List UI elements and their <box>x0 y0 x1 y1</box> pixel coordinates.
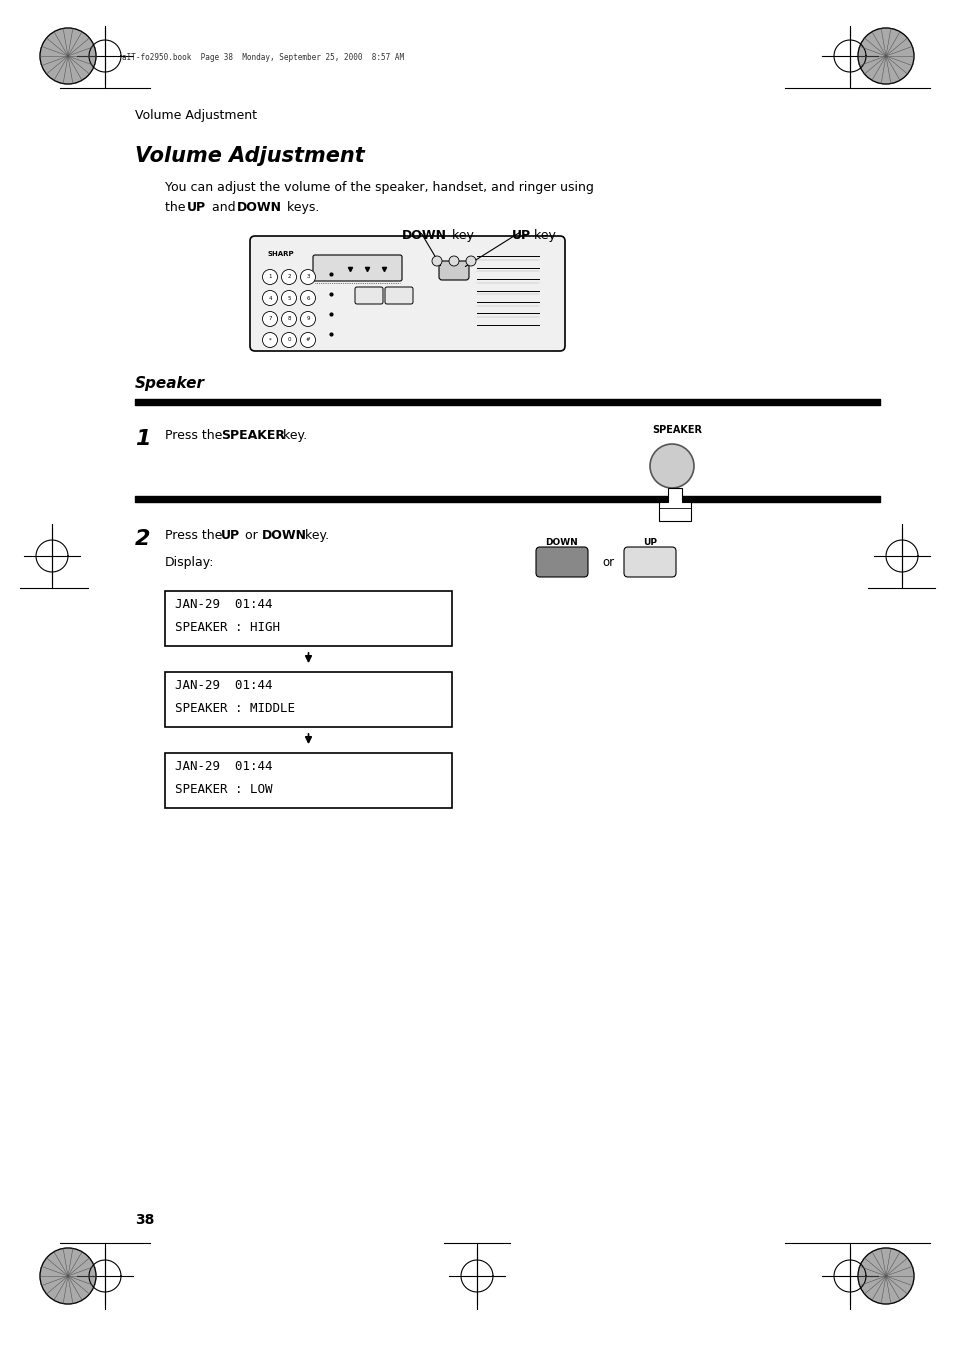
Circle shape <box>281 269 296 285</box>
FancyBboxPatch shape <box>165 671 452 727</box>
Text: #: # <box>305 338 310 343</box>
Text: 2: 2 <box>135 530 151 549</box>
Text: UP: UP <box>512 230 531 242</box>
Text: Press the: Press the <box>165 530 226 542</box>
Circle shape <box>465 255 476 266</box>
Text: SHARP: SHARP <box>267 251 294 257</box>
Text: key.: key. <box>301 530 329 542</box>
Text: 2: 2 <box>287 274 291 280</box>
Text: You can adjust the volume of the speaker, handset, and ringer using: You can adjust the volume of the speaker… <box>165 181 594 195</box>
Text: 38: 38 <box>135 1213 154 1227</box>
Circle shape <box>40 1248 96 1304</box>
Text: 8: 8 <box>287 316 291 322</box>
Circle shape <box>40 28 96 84</box>
Text: key: key <box>530 230 556 242</box>
Text: Speaker: Speaker <box>135 376 205 390</box>
Text: SPEAKER: SPEAKER <box>221 430 285 442</box>
Circle shape <box>857 1248 913 1304</box>
Text: Volume Adjustment: Volume Adjustment <box>135 146 364 166</box>
Circle shape <box>300 332 315 347</box>
Text: aIT-fo2950.book  Page 38  Monday, September 25, 2000  8:57 AM: aIT-fo2950.book Page 38 Monday, Septembe… <box>122 54 404 62</box>
FancyBboxPatch shape <box>385 286 413 304</box>
Text: or: or <box>601 555 614 569</box>
Circle shape <box>281 332 296 347</box>
Text: 4: 4 <box>268 296 272 300</box>
FancyBboxPatch shape <box>165 590 452 646</box>
Text: DOWN: DOWN <box>262 530 307 542</box>
Text: 7: 7 <box>268 316 272 322</box>
Circle shape <box>857 28 913 84</box>
Text: DOWN: DOWN <box>401 230 447 242</box>
Text: Press the: Press the <box>165 430 226 442</box>
Text: SPEAKER : MIDDLE: SPEAKER : MIDDLE <box>174 703 294 715</box>
Circle shape <box>262 290 277 305</box>
Text: and: and <box>208 201 239 213</box>
Text: key.: key. <box>278 430 307 442</box>
Text: 5: 5 <box>287 296 291 300</box>
FancyBboxPatch shape <box>313 255 401 281</box>
Polygon shape <box>659 488 690 521</box>
Text: 9: 9 <box>306 316 310 322</box>
Circle shape <box>281 290 296 305</box>
Text: 1: 1 <box>268 274 272 280</box>
FancyBboxPatch shape <box>165 753 452 808</box>
Text: *: * <box>269 338 271 343</box>
FancyBboxPatch shape <box>536 547 587 577</box>
Circle shape <box>300 290 315 305</box>
FancyBboxPatch shape <box>438 261 469 280</box>
Text: 3: 3 <box>306 274 310 280</box>
Text: 0: 0 <box>287 338 291 343</box>
Circle shape <box>649 444 693 488</box>
Circle shape <box>449 255 458 266</box>
Text: keys.: keys. <box>283 201 319 213</box>
Text: JAN-29  01:44: JAN-29 01:44 <box>174 598 273 611</box>
Circle shape <box>262 332 277 347</box>
FancyBboxPatch shape <box>250 236 564 351</box>
Text: UP: UP <box>221 530 240 542</box>
Text: key: key <box>448 230 474 242</box>
Text: SPEAKER : HIGH: SPEAKER : HIGH <box>174 621 280 634</box>
Circle shape <box>262 269 277 285</box>
Circle shape <box>262 312 277 327</box>
Text: JAN-29  01:44: JAN-29 01:44 <box>174 761 273 773</box>
Text: Volume Adjustment: Volume Adjustment <box>135 109 256 122</box>
Text: or: or <box>241 530 261 542</box>
Circle shape <box>300 269 315 285</box>
Text: UP: UP <box>187 201 206 213</box>
Text: SPEAKER: SPEAKER <box>651 426 701 435</box>
FancyBboxPatch shape <box>355 286 382 304</box>
Text: UP: UP <box>642 538 657 547</box>
Circle shape <box>300 312 315 327</box>
Circle shape <box>281 312 296 327</box>
Text: SPEAKER : LOW: SPEAKER : LOW <box>174 784 273 796</box>
Text: the: the <box>165 201 190 213</box>
Text: 1: 1 <box>135 430 151 449</box>
Text: DOWN: DOWN <box>545 538 578 547</box>
FancyBboxPatch shape <box>623 547 676 577</box>
Text: DOWN: DOWN <box>236 201 282 213</box>
Circle shape <box>432 255 441 266</box>
Text: 6: 6 <box>306 296 310 300</box>
Text: Display:: Display: <box>165 557 214 569</box>
Text: JAN-29  01:44: JAN-29 01:44 <box>174 680 273 692</box>
